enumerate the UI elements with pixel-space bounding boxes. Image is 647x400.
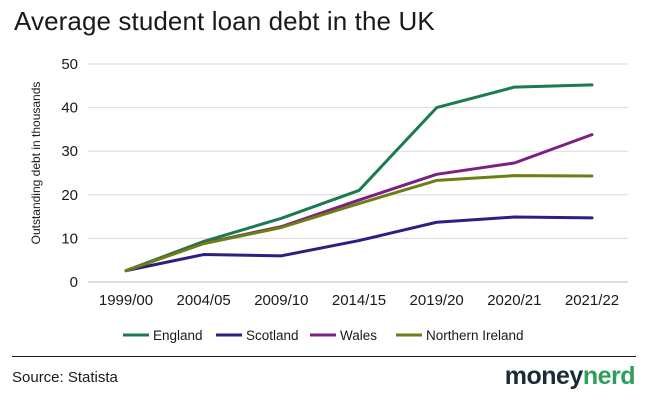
line-chart: 0 10 20 30 40 50 1999/00 2004/05 2009/10 2014/15… bbox=[29, 56, 628, 343]
logo-text-nerd: nerd bbox=[582, 362, 636, 390]
x-tick-label: 2009/10 bbox=[254, 292, 308, 309]
legend-label: England bbox=[153, 328, 203, 343]
x-tick-label: 2014/15 bbox=[332, 292, 386, 309]
y-tick-label: 40 bbox=[61, 100, 78, 117]
grid-lines bbox=[88, 63, 628, 283]
legend-label: Northern Ireland bbox=[426, 328, 524, 343]
y-axis-ticks: 0 10 20 30 40 50 bbox=[61, 56, 78, 291]
source-note: Source: Statista bbox=[12, 369, 118, 386]
x-tick-label: 2020/21 bbox=[487, 292, 541, 309]
series-line-scotland bbox=[124, 215, 594, 273]
x-tick-label: 2004/05 bbox=[177, 292, 231, 309]
y-tick-label: 50 bbox=[61, 56, 78, 73]
legend: England Scotland Wales Northern Ireland bbox=[123, 328, 524, 343]
x-tick-label: 2019/20 bbox=[410, 292, 464, 309]
page-title: Average student loan debt in the UK bbox=[14, 6, 435, 36]
y-tick-label: 0 bbox=[70, 274, 78, 291]
y-tick-label: 30 bbox=[61, 143, 78, 160]
y-tick-label: 20 bbox=[61, 187, 78, 204]
y-tick-label: 10 bbox=[61, 230, 78, 247]
series-line-northern-ireland bbox=[124, 174, 594, 273]
x-tick-label: 1999/00 bbox=[99, 292, 153, 309]
logo-text-money: money bbox=[504, 362, 584, 390]
brand-logo: moneynerd bbox=[504, 362, 636, 391]
footer-divider bbox=[12, 356, 636, 357]
x-axis-ticks: 1999/00 2004/05 2009/10 2014/15 2019/20 2020/… bbox=[99, 292, 619, 309]
x-tick-label: 2021/22 bbox=[565, 292, 619, 309]
legend-label: Wales bbox=[340, 328, 377, 343]
series-lines bbox=[124, 83, 594, 273]
series-line-england bbox=[124, 83, 594, 273]
y-axis-label: Outstanding debt in thousands bbox=[29, 82, 43, 245]
legend-label: Scotland bbox=[246, 328, 299, 343]
